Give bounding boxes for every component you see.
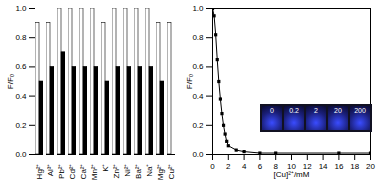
svg-text:0.4: 0.4 bbox=[192, 92, 204, 101]
svg-text:0.0: 0.0 bbox=[15, 150, 27, 159]
svg-text:Cu²⁺: Cu²⁺ bbox=[167, 164, 176, 180]
svg-text:0.6: 0.6 bbox=[15, 62, 27, 71]
html-text:0.2: 0.2 bbox=[289, 107, 299, 114]
svg-text:Cd²⁺: Cd²⁺ bbox=[68, 164, 77, 180]
svg-text:Pb²⁺: Pb²⁺ bbox=[57, 164, 66, 179]
svg-text:12: 12 bbox=[302, 162, 312, 172]
svg-text:1.0: 1.0 bbox=[15, 4, 27, 13]
svg-text:Na⁺: Na⁺ bbox=[145, 164, 154, 177]
svg-text:Ca²⁺: Ca²⁺ bbox=[79, 164, 88, 180]
svg-text:F/F₀: F/F₀ bbox=[185, 74, 194, 89]
svg-text:Hg²⁺: Hg²⁺ bbox=[35, 164, 44, 180]
svg-text:1.0: 1.0 bbox=[192, 4, 204, 13]
html-text:0: 0 bbox=[270, 107, 274, 114]
svg-text:Ba²⁺: Ba²⁺ bbox=[134, 164, 143, 179]
svg-text:0.0: 0.0 bbox=[192, 150, 204, 159]
svg-text:2: 2 bbox=[226, 162, 231, 171]
svg-text:18: 18 bbox=[350, 162, 359, 171]
svg-text:K⁺: K⁺ bbox=[101, 164, 110, 172]
svg-text:0.8: 0.8 bbox=[192, 33, 204, 42]
svg-text:Ni²⁺: Ni²⁺ bbox=[123, 164, 132, 177]
svg-text:0: 0 bbox=[210, 162, 215, 171]
svg-text:16: 16 bbox=[334, 162, 343, 171]
svg-text:10: 10 bbox=[287, 162, 296, 172]
svg-text:0.6: 0.6 bbox=[192, 62, 204, 71]
svg-text:0.2: 0.2 bbox=[192, 121, 204, 130]
html-text:20: 20 bbox=[334, 107, 342, 114]
html-text:2: 2 bbox=[314, 107, 318, 114]
svg-text:14: 14 bbox=[319, 162, 328, 171]
svg-text:Zn²⁺: Zn²⁺ bbox=[112, 164, 121, 179]
svg-text:F/F₀: F/F₀ bbox=[6, 74, 15, 89]
svg-text:0.2: 0.2 bbox=[15, 121, 27, 130]
html-text:200: 200 bbox=[354, 107, 366, 114]
svg-text:4: 4 bbox=[242, 162, 247, 171]
svg-text:0.8: 0.8 bbox=[15, 33, 27, 42]
svg-text:Al³⁺: Al³⁺ bbox=[46, 164, 55, 177]
svg-text:20: 20 bbox=[366, 162, 375, 171]
svg-text:8: 8 bbox=[273, 162, 278, 172]
svg-text:6: 6 bbox=[258, 162, 263, 171]
svg-text:Mn²⁺: Mn²⁺ bbox=[90, 164, 99, 180]
svg-text:[Cu]²⁺/mM: [Cu]²⁺/mM bbox=[274, 170, 310, 179]
svg-text:0.4: 0.4 bbox=[15, 92, 27, 101]
svg-text:Mg²⁺: Mg²⁺ bbox=[156, 164, 165, 180]
